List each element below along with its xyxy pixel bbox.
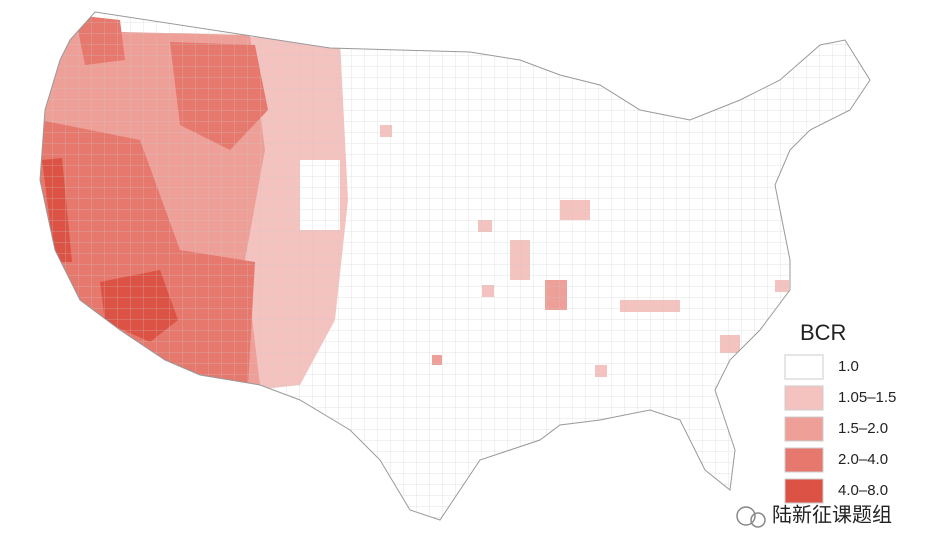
watermark: 陆新征课题组 [736, 503, 892, 528]
legend-label: 1.05–1.5 [838, 389, 896, 406]
legend-swatch [784, 354, 824, 380]
legend-swatch [784, 416, 824, 442]
legend-label: 1.5–2.0 [838, 420, 888, 437]
legend-swatch [784, 478, 824, 504]
legend-label: 2.0–4.0 [838, 451, 888, 468]
watermark-text: 陆新征课题组 [772, 503, 892, 527]
legend-label: 1.0 [838, 358, 859, 375]
legend-swatch [784, 447, 824, 473]
us-outline [39, 11, 871, 521]
legend-swatch [784, 385, 824, 411]
legend-label: 4.0–8.0 [838, 482, 888, 499]
legend-title: BCR [800, 320, 846, 345]
watermark-icon [750, 512, 766, 528]
watermark-icon [736, 506, 756, 526]
legend: BCR 1.0 1.05–1.5 1.5–2.0 2.0–4.0 4.0–8.0 [784, 320, 896, 504]
